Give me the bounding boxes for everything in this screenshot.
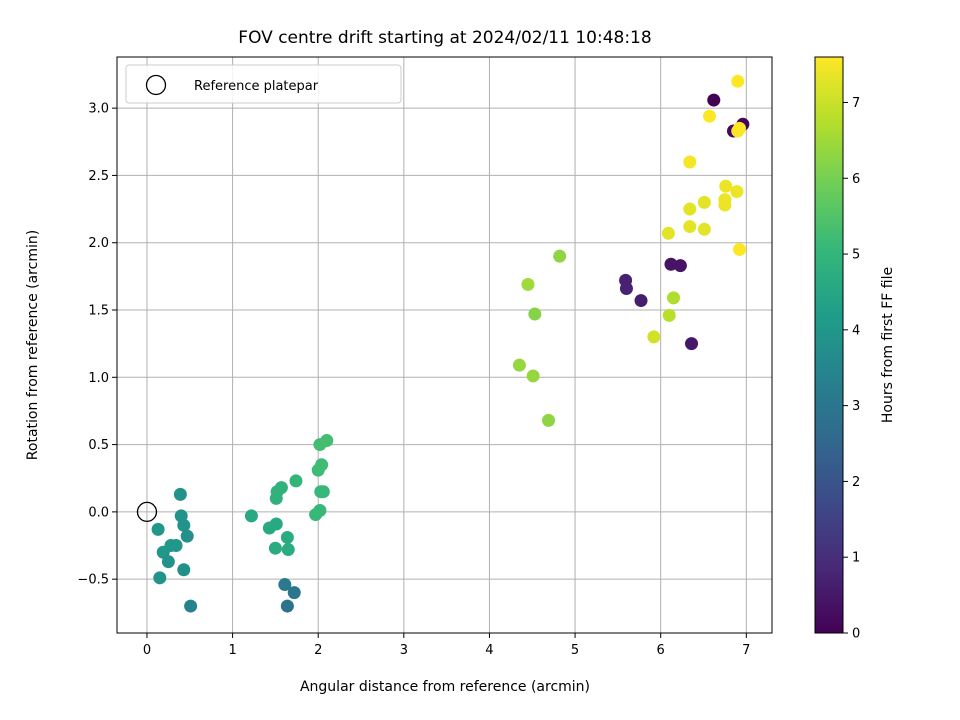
y-tick-label: 3.0 <box>88 102 109 117</box>
data-point <box>180 529 194 543</box>
colorbar-ticks: 0 1 2 3 4 5 6 7 <box>843 96 860 642</box>
data-point <box>732 242 746 256</box>
grid-lines <box>117 57 772 633</box>
data-point <box>685 337 699 351</box>
x-tick-label: 7 <box>742 643 750 658</box>
data-point <box>667 291 681 305</box>
legend-box <box>125 64 402 104</box>
data-point <box>732 121 746 135</box>
y-tick-label: 2.0 <box>88 236 109 251</box>
data-point <box>177 563 191 577</box>
legend-entry-reference: Reference platepar <box>194 79 319 94</box>
data-point <box>161 555 175 569</box>
y-tick-label: 0.5 <box>88 438 109 453</box>
y-axis-ticks: −0.5 0.0 0.5 1.0 1.5 2.0 2.5 3.0 <box>77 102 117 588</box>
colorbar-tick-label: 7 <box>852 96 860 111</box>
legend-marker <box>145 74 167 96</box>
y-tick-label: 1.0 <box>88 371 109 386</box>
colorbar-tick-label: 6 <box>852 172 860 187</box>
data-point <box>542 413 556 427</box>
data-point <box>313 504 327 518</box>
colorbar-tick-label: 1 <box>852 551 860 566</box>
x-tick-label: 0 <box>143 643 151 658</box>
data-point <box>268 541 282 555</box>
data-point <box>528 307 542 321</box>
data-point <box>173 487 187 501</box>
data-point <box>702 109 716 123</box>
data-point <box>320 434 334 448</box>
data-point <box>683 202 697 216</box>
data-point <box>281 543 295 557</box>
x-axis-ticks: 0 1 2 3 4 5 6 7 <box>143 633 750 658</box>
data-point <box>177 518 191 532</box>
data-points <box>151 74 750 613</box>
data-point <box>316 485 330 499</box>
data-point <box>731 74 745 88</box>
data-point <box>662 308 676 322</box>
data-point <box>707 93 721 107</box>
plot-area: 0 1 2 3 4 5 6 7 −0.5 0.0 0.5 1.0 1.5 2.0 2.5 3.0 <box>77 56 773 658</box>
data-point <box>151 522 165 536</box>
plot-frame <box>116 56 773 634</box>
y-tick-label: −0.5 <box>77 573 109 588</box>
data-point <box>287 586 301 600</box>
x-tick-label: 4 <box>485 643 493 658</box>
data-point <box>697 222 711 236</box>
colorbar-label: Hours from first FF file <box>880 267 896 423</box>
data-point <box>647 330 661 344</box>
data-point <box>289 474 303 488</box>
data-point <box>184 599 198 613</box>
colorbar-tick-label: 4 <box>852 323 860 338</box>
data-point <box>719 179 733 193</box>
colorbar: 0 1 2 3 4 5 6 7 Hours from first FF file <box>814 56 896 642</box>
data-point <box>280 530 294 544</box>
data-point <box>269 517 283 531</box>
data-point <box>153 571 167 585</box>
data-point <box>521 277 535 291</box>
data-point <box>280 599 294 613</box>
colorbar-tick-label: 0 <box>852 627 860 642</box>
plot-background <box>117 57 772 633</box>
colorbar-gradient <box>814 56 844 634</box>
colorbar-tick-label: 3 <box>852 399 860 414</box>
x-tick-label: 5 <box>571 643 579 658</box>
data-point <box>661 226 675 240</box>
x-tick-label: 6 <box>657 643 665 658</box>
data-point <box>553 249 567 263</box>
data-point <box>169 539 183 553</box>
data-point <box>244 509 258 523</box>
y-axis-label: Rotation from reference (arcmin) <box>25 230 41 460</box>
legend: Reference platepar <box>125 64 402 104</box>
x-tick-label: 1 <box>228 643 236 658</box>
data-point <box>526 369 540 383</box>
reference-platepar-marker <box>136 501 158 523</box>
y-tick-label: 2.5 <box>88 169 109 184</box>
data-point <box>512 358 526 372</box>
chart-title: FOV centre drift starting at 2024/02/11 … <box>238 28 651 48</box>
data-point <box>274 481 288 495</box>
y-tick-label: 1.5 <box>88 304 109 319</box>
colorbar-tick-label: 5 <box>852 248 860 263</box>
data-point <box>634 294 648 308</box>
data-point <box>278 578 292 592</box>
x-tick-label: 2 <box>314 643 322 658</box>
data-point <box>697 195 711 209</box>
data-point <box>718 193 732 207</box>
data-point <box>683 155 697 169</box>
x-tick-label: 3 <box>400 643 408 658</box>
data-point <box>315 458 329 472</box>
y-tick-label: 0.0 <box>88 505 109 520</box>
data-point <box>673 259 687 273</box>
x-axis-label: Angular distance from reference (arcmin) <box>300 679 590 695</box>
data-point <box>730 185 744 199</box>
data-point <box>619 281 633 295</box>
data-point <box>683 220 697 234</box>
colorbar-tick-label: 2 <box>852 475 860 490</box>
